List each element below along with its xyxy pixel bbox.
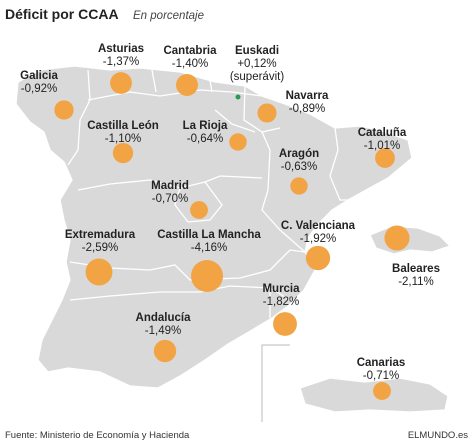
canarias-box	[261, 344, 290, 422]
region-value: -2,59%	[81, 242, 119, 254]
label-murcia: Murcia -1,82%	[262, 283, 299, 309]
region-value: -1,49%	[144, 325, 182, 337]
label-baleares: Baleares -2,11%	[392, 263, 440, 289]
region-name: Andalucía	[135, 312, 191, 324]
label-galicia: Galicia -0,92%	[20, 70, 58, 96]
bubble-madrid	[190, 201, 208, 219]
label-extremadura: Extremadura -2,59%	[65, 229, 135, 255]
bubble-c-valenciana	[305, 245, 331, 271]
bubble-canarias	[373, 382, 391, 400]
label-castilla-la-mancha: Castilla La Mancha -4,16%	[157, 229, 261, 255]
bubble-cantabria	[176, 74, 198, 96]
bubble-baleares	[384, 225, 410, 251]
region-value: -0,71%	[362, 370, 400, 382]
region-name: Castilla La Mancha	[157, 229, 261, 241]
region-name: Canarias	[356, 357, 406, 369]
bubble-extremadura	[85, 258, 113, 286]
label-aragon: Aragón -0,63%	[279, 148, 319, 174]
region-value: -0,64%	[186, 133, 224, 145]
label-c-valenciana: C. Valenciana -1,92%	[281, 220, 355, 246]
region-name: Cataluña	[357, 127, 407, 139]
publisher-brand: ELMUNDO.es	[407, 430, 468, 441]
chart-title: Déficit por CCAA	[5, 6, 119, 22]
label-canarias: Canarias -0,71%	[357, 357, 406, 383]
baleares-shape	[369, 225, 452, 255]
bubble-galicia	[54, 100, 74, 120]
region-name: Euskadi	[234, 45, 280, 57]
region-name: Cantabria	[163, 45, 217, 57]
bubble-castilla-la-mancha	[191, 260, 223, 292]
bubble-cataluna	[375, 148, 395, 168]
label-cantabria: Cantabria -1,40%	[163, 45, 216, 71]
region-name: Navarra	[285, 90, 329, 102]
bubble-la-rioja	[229, 133, 247, 151]
region-name: Madrid	[151, 180, 189, 192]
bubble-navarra	[257, 103, 277, 123]
label-cataluna: Cataluña -1,01%	[358, 127, 407, 153]
region-value: -1,40%	[171, 58, 209, 70]
region-value: -0,63%	[280, 161, 318, 173]
region-name: Castilla León	[87, 120, 159, 132]
label-andalucia: Andalucía -1,49%	[136, 312, 191, 338]
region-name: Murcia	[262, 283, 300, 295]
label-euskadi: Euskadi +0,12% (superávit)	[230, 45, 284, 84]
bubble-castilla-leon	[112, 142, 134, 164]
region-value: -1,10%	[104, 133, 142, 145]
region-name: Galicia	[20, 70, 58, 82]
bubble-layer	[54, 72, 410, 400]
region-name: La Rioja	[182, 120, 228, 132]
region-name: Aragón	[278, 148, 320, 160]
region-value: -0,89%	[288, 103, 326, 115]
region-value: -1,01%	[363, 140, 401, 152]
region-value: -0,70%	[151, 193, 189, 205]
bubble-murcia	[273, 312, 297, 336]
label-madrid: Madrid -0,70%	[151, 180, 189, 206]
map-header: Déficit por CCAA En porcentaje	[5, 6, 204, 24]
region-name: C. Valenciana	[280, 220, 356, 232]
region-value: -2,11%	[398, 276, 434, 288]
region-name: Extremadura	[64, 229, 136, 241]
region-value: -1,82%	[262, 296, 300, 308]
chart-subtitle: En porcentaje	[133, 10, 204, 22]
region-value: -4,16%	[190, 242, 228, 254]
region-value: -1,92%	[299, 233, 337, 245]
region-value: +0,12%	[237, 58, 277, 70]
label-la-rioja: La Rioja -0,64%	[183, 120, 228, 146]
bubble-euskadi	[235, 94, 241, 100]
label-castilla-leon: Castilla León -1,10%	[87, 120, 159, 146]
label-asturias: Asturias -1,37%	[98, 43, 144, 69]
bubble-andalucia	[153, 339, 177, 363]
region-name: Asturias	[97, 43, 145, 55]
region-name: Baleares	[392, 263, 440, 275]
bubble-asturias	[110, 72, 132, 94]
source-note: Fuente: Ministerio de Economía y Haciend…	[5, 430, 190, 441]
region-note: (superávit)	[229, 71, 285, 83]
region-value: -0,92%	[20, 83, 58, 95]
bubble-aragon	[290, 177, 308, 195]
region-value: -1,37%	[102, 56, 140, 68]
label-navarra: Navarra -0,89%	[286, 90, 329, 116]
mainland-shape	[15, 65, 413, 389]
